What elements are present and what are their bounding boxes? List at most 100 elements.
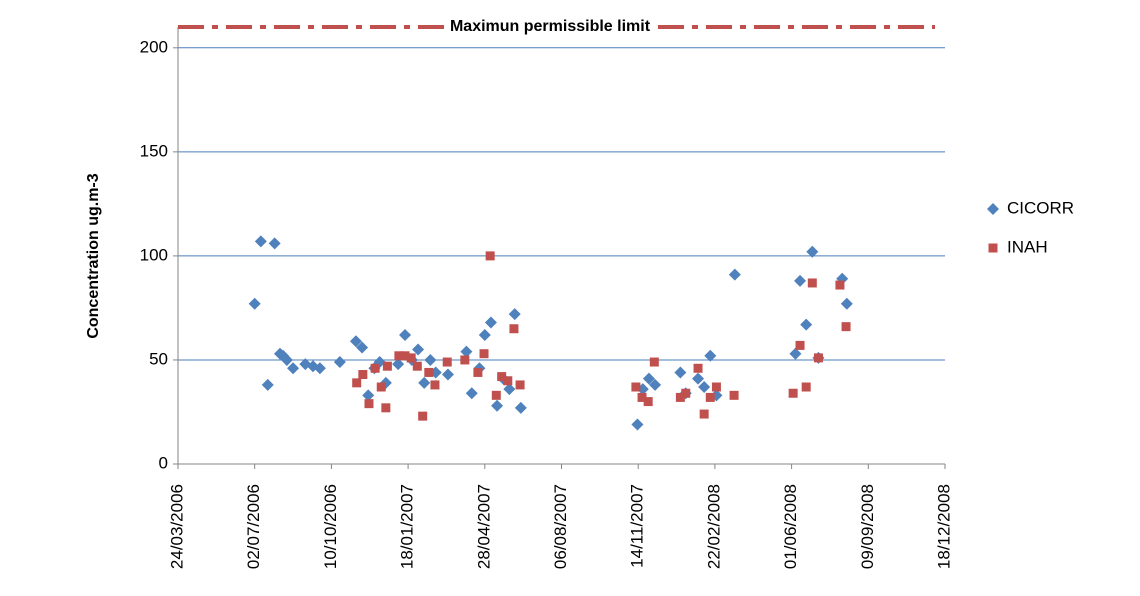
legend-label: CICORR (1007, 198, 1074, 217)
point (642, 372, 655, 385)
point (465, 387, 478, 400)
point (287, 362, 300, 375)
point (418, 376, 431, 389)
point (412, 361, 422, 371)
point (473, 367, 483, 377)
point (835, 280, 845, 290)
point (705, 392, 715, 402)
point (406, 353, 416, 363)
point (674, 366, 687, 379)
x-tick-label: 24/03/2006 (167, 484, 186, 569)
point (424, 353, 437, 366)
point (800, 318, 813, 331)
point (313, 362, 326, 375)
x-tick-label: 09/09/2008 (858, 484, 877, 569)
point (649, 357, 659, 367)
point (497, 372, 507, 382)
point (643, 397, 653, 407)
point (441, 368, 454, 381)
point (699, 409, 709, 419)
point (370, 363, 380, 373)
x-tick-label: 28/04/2007 (474, 484, 493, 569)
point (503, 383, 516, 396)
point (806, 245, 819, 258)
limit-label: Maximun permissible limit (450, 18, 651, 35)
point (381, 403, 391, 413)
point (382, 361, 392, 371)
point (460, 355, 470, 365)
point (261, 378, 274, 391)
point (813, 353, 823, 363)
point (248, 297, 261, 310)
point (729, 390, 739, 400)
point (424, 367, 434, 377)
point (789, 347, 802, 360)
point (484, 316, 497, 329)
point (503, 376, 513, 386)
point (478, 328, 491, 341)
x-tick-label: 18/12/2008 (934, 484, 953, 569)
point (491, 399, 504, 412)
point (485, 251, 495, 261)
point (442, 357, 452, 367)
point (333, 356, 346, 369)
point (349, 335, 362, 348)
legend-label: INAH (1007, 237, 1048, 256)
point (728, 268, 741, 281)
point (362, 389, 375, 402)
y-tick-label: 200 (140, 37, 168, 56)
point (681, 388, 691, 398)
point (280, 353, 293, 366)
point (418, 411, 428, 421)
x-tick-label: 01/06/2008 (781, 484, 800, 569)
y-tick-label: 100 (140, 245, 168, 264)
y-tick-label: 150 (140, 141, 168, 160)
point (637, 392, 647, 402)
x-tick-label: 14/11/2007 (628, 484, 647, 568)
point (508, 308, 521, 321)
point (254, 235, 267, 248)
point (704, 349, 717, 362)
point (649, 378, 662, 391)
point (807, 278, 817, 288)
point (479, 349, 489, 359)
point (515, 380, 525, 390)
point (631, 418, 644, 431)
y-tick-label: 0 (159, 453, 168, 472)
legend-marker (987, 203, 999, 215)
point (711, 382, 721, 392)
point (693, 363, 703, 373)
x-tick-label: 06/08/2007 (551, 484, 570, 569)
point (364, 399, 374, 409)
point (794, 274, 807, 287)
point (491, 390, 501, 400)
point (394, 351, 404, 361)
x-tick-label: 18/01/2007 (398, 484, 417, 569)
x-tick-label: 02/07/2006 (244, 484, 263, 569)
point (399, 328, 412, 341)
x-tick-label: 10/10/2006 (321, 484, 340, 569)
point (698, 381, 711, 394)
y-axis-title: Concentration ug.m-3 (85, 173, 102, 338)
point (801, 382, 811, 392)
x-tick-label: 22/02/2008 (704, 484, 723, 569)
point (514, 401, 527, 414)
limit-label-bg (447, 17, 653, 37)
point (358, 370, 368, 380)
point (392, 358, 405, 371)
point (352, 378, 362, 388)
y-tick-label: 50 (149, 349, 168, 368)
point (841, 322, 851, 332)
point (376, 382, 386, 392)
point (788, 388, 798, 398)
point (840, 297, 853, 310)
point (460, 345, 473, 358)
point (268, 237, 281, 250)
point (509, 324, 519, 334)
point (795, 340, 805, 350)
point (675, 392, 685, 402)
point (430, 380, 440, 390)
legend-marker (988, 243, 998, 253)
point (356, 341, 369, 354)
